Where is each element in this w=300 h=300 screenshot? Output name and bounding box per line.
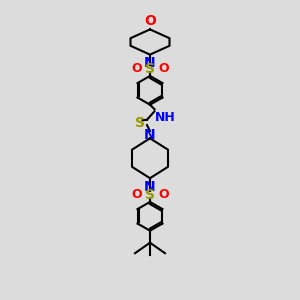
Text: O: O [131, 62, 142, 75]
Text: O: O [158, 188, 169, 201]
Text: NH: NH [154, 111, 175, 124]
Text: S: S [145, 188, 155, 202]
Text: S: S [134, 116, 145, 130]
Text: S: S [145, 62, 155, 76]
Text: N: N [144, 128, 156, 142]
Text: N: N [144, 56, 156, 70]
Text: N: N [144, 180, 156, 194]
Text: O: O [131, 188, 142, 201]
Text: O: O [144, 14, 156, 28]
Text: O: O [158, 62, 169, 75]
